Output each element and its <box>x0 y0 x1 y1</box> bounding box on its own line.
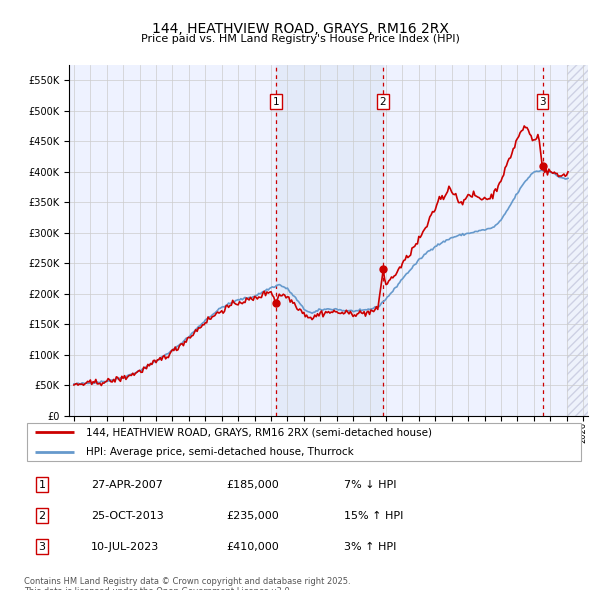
Text: £235,000: £235,000 <box>226 511 279 520</box>
Bar <box>566 65 588 416</box>
Bar <box>566 65 599 416</box>
Text: 27-APR-2007: 27-APR-2007 <box>91 480 163 490</box>
Text: 1: 1 <box>273 97 280 107</box>
Text: 3% ↑ HPI: 3% ↑ HPI <box>344 542 396 552</box>
Text: 7% ↓ HPI: 7% ↓ HPI <box>344 480 396 490</box>
Text: 3: 3 <box>539 97 546 107</box>
Text: £185,000: £185,000 <box>226 480 279 490</box>
Text: 15% ↑ HPI: 15% ↑ HPI <box>344 511 403 520</box>
Text: HPI: Average price, semi-detached house, Thurrock: HPI: Average price, semi-detached house,… <box>86 447 353 457</box>
Text: 1: 1 <box>38 480 46 490</box>
Text: 144, HEATHVIEW ROAD, GRAYS, RM16 2RX: 144, HEATHVIEW ROAD, GRAYS, RM16 2RX <box>152 22 448 37</box>
FancyBboxPatch shape <box>27 423 581 461</box>
Text: 10-JUL-2023: 10-JUL-2023 <box>91 542 160 552</box>
Text: 25-OCT-2013: 25-OCT-2013 <box>91 511 164 520</box>
Text: £410,000: £410,000 <box>226 542 279 552</box>
Text: 3: 3 <box>38 542 46 552</box>
Text: 2: 2 <box>38 511 46 520</box>
Text: 2: 2 <box>380 97 386 107</box>
Text: Contains HM Land Registry data © Crown copyright and database right 2025.
This d: Contains HM Land Registry data © Crown c… <box>24 577 350 590</box>
Text: 144, HEATHVIEW ROAD, GRAYS, RM16 2RX (semi-detached house): 144, HEATHVIEW ROAD, GRAYS, RM16 2RX (se… <box>86 427 432 437</box>
Bar <box>276 65 383 416</box>
Text: Price paid vs. HM Land Registry's House Price Index (HPI): Price paid vs. HM Land Registry's House … <box>140 34 460 44</box>
